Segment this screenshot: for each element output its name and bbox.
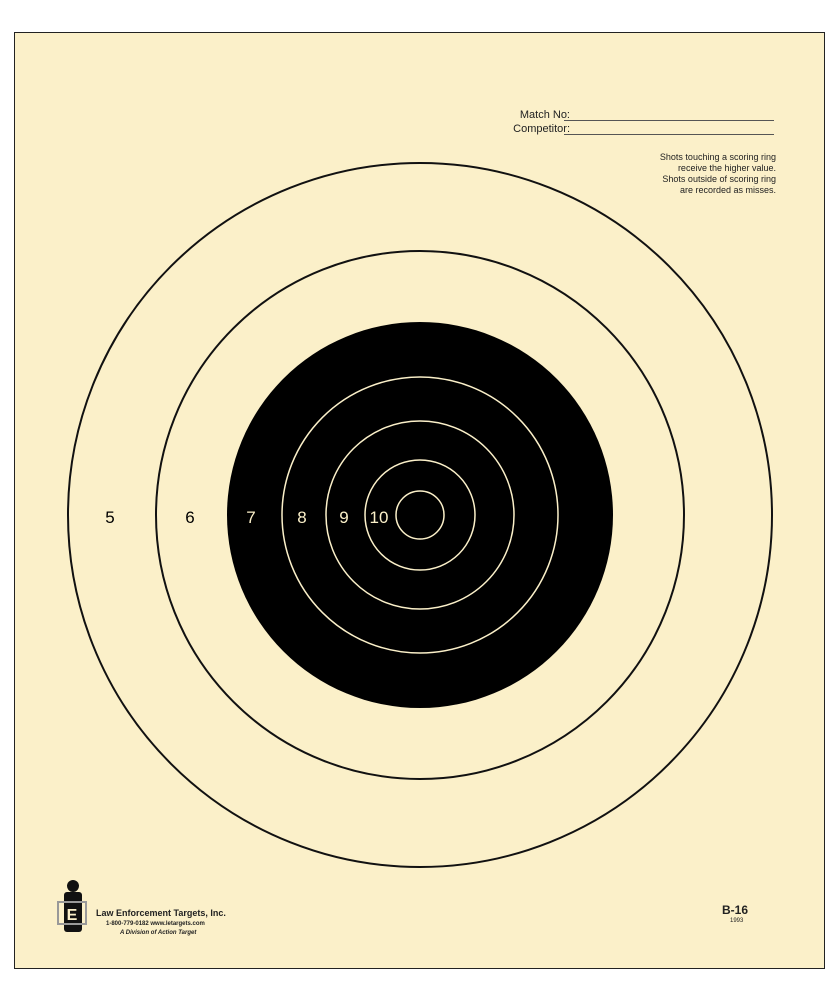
ring-label-6: 6: [185, 508, 194, 527]
company-division: A Division of Action Target: [120, 930, 197, 936]
ring-8: [281, 376, 559, 654]
ring-label-7: 7: [246, 508, 255, 527]
match-number-field[interactable]: [564, 120, 774, 121]
rule-line: are recorded as misses.: [679, 185, 776, 195]
ring-label-5: 5: [105, 508, 114, 527]
svg-text:E: E: [67, 907, 78, 924]
company-contact: 1-800-779-0182 www.letargets.com: [106, 921, 205, 927]
ring-label-10: 10: [370, 508, 389, 527]
competitor-label: Competitor:: [513, 123, 570, 135]
competitor-field[interactable]: [564, 134, 774, 135]
rule-line: Shots outside of scoring ring: [662, 174, 776, 184]
ring-9: [325, 420, 515, 610]
target-year: 1993: [730, 918, 744, 924]
ring-label-9: 9: [339, 508, 348, 527]
company-name: Law Enforcement Targets, Inc.: [96, 908, 226, 918]
scoring-rules: Shots touching a scoring ring receive th…: [660, 152, 776, 196]
let-logo: E: [57, 880, 87, 932]
rule-line: receive the higher value.: [677, 163, 776, 173]
ring-10: [364, 459, 476, 571]
rule-line: Shots touching a scoring ring: [659, 152, 776, 162]
match-number-label: Match No:: [519, 109, 570, 121]
ring-5: [67, 162, 773, 868]
ring-6: [155, 250, 685, 780]
target-code: B-16: [722, 903, 749, 917]
bullseye-black: [227, 322, 613, 708]
ring-x: [395, 490, 445, 540]
ring-label-8: 8: [297, 508, 306, 527]
